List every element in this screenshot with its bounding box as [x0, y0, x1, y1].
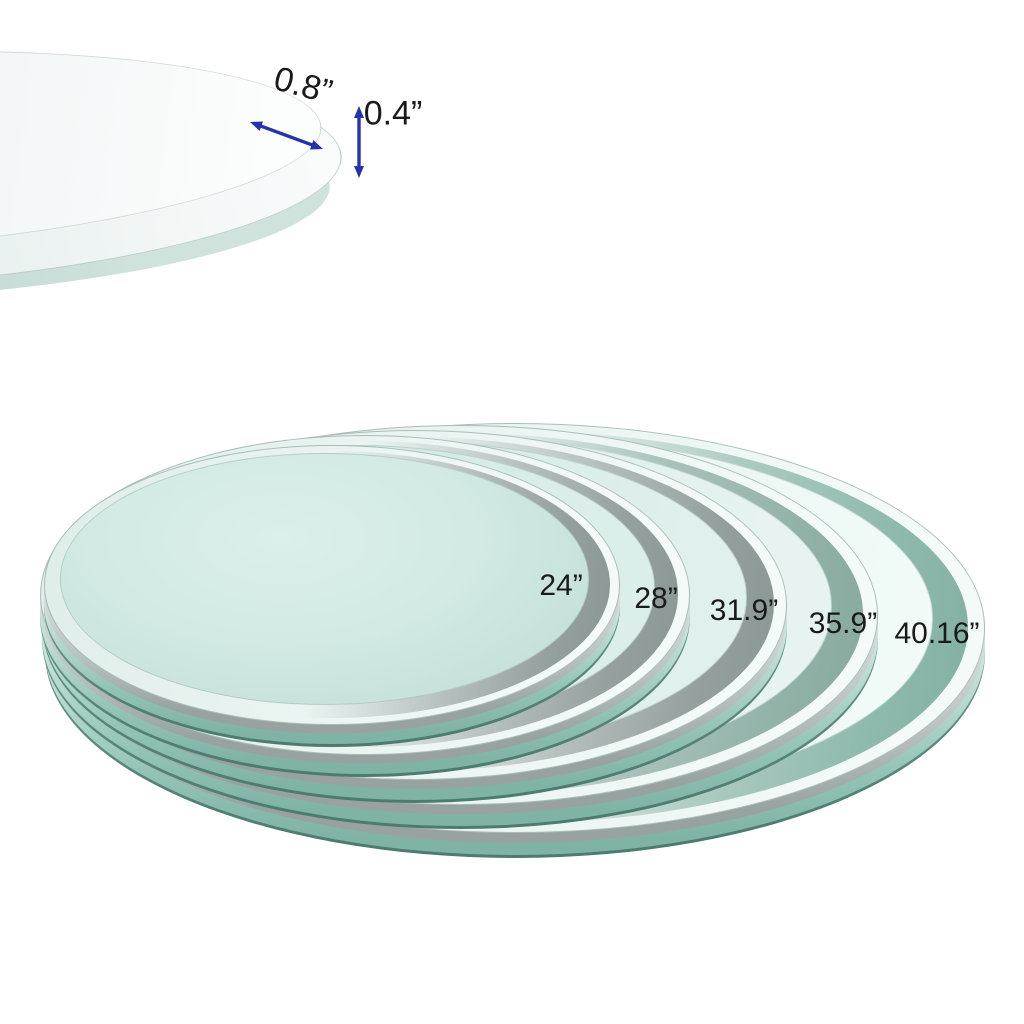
glass-disc-24in — [44, 445, 620, 747]
size-label-35-9in: 35.9” — [808, 607, 878, 640]
arrowhead-icon — [354, 106, 364, 118]
arrowhead-icon — [354, 166, 364, 178]
disc-top-face — [60, 453, 590, 705]
edge-detail-inset: 0.8” 0.4” — [0, 28, 460, 323]
size-label-40-16in: 40.16” — [894, 617, 980, 650]
bevel-width-arrow — [256, 123, 317, 148]
thickness-label: 0.4” — [363, 94, 423, 133]
dimension-arrows — [250, 106, 364, 178]
arrowhead-icon — [250, 121, 263, 131]
size-label-24in: 24” — [539, 569, 583, 602]
size-label-28in: 28” — [634, 582, 678, 615]
size-label-31-9in: 31.9” — [709, 594, 779, 627]
arrowhead-icon — [310, 140, 323, 150]
